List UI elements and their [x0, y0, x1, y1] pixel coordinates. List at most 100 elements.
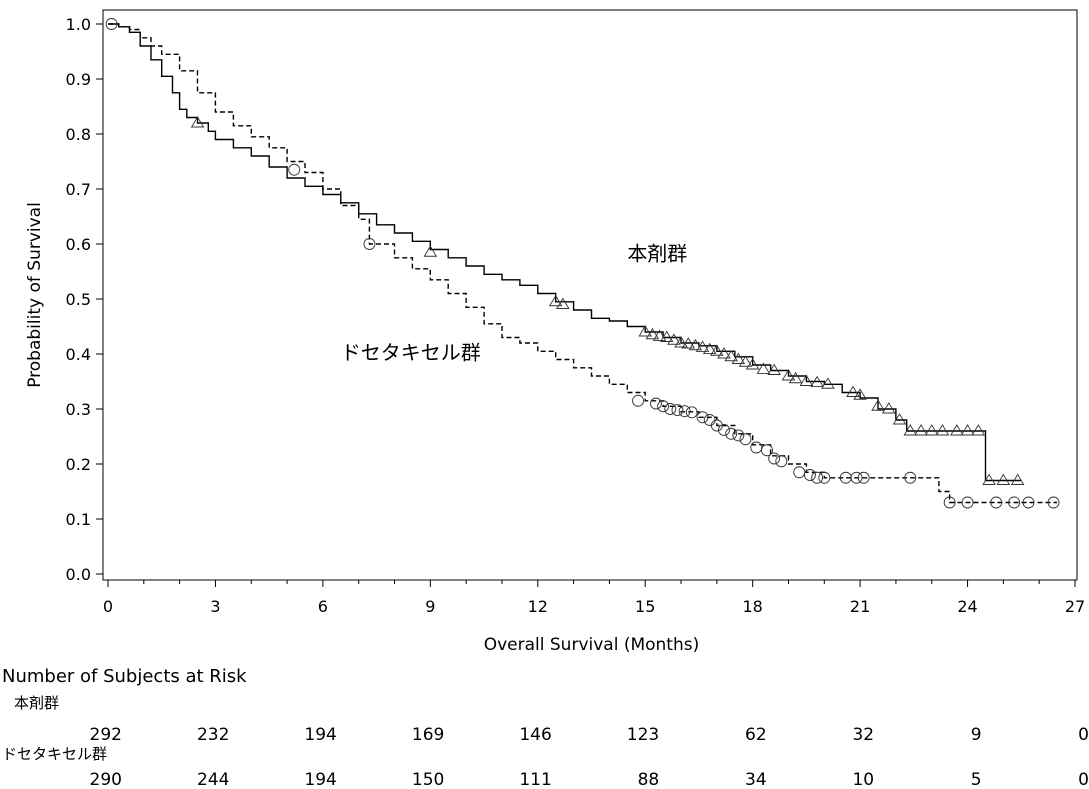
censor-triangle-marker — [996, 473, 1011, 485]
censor-triangle-marker — [881, 402, 896, 414]
censor-circle-marker — [1047, 496, 1060, 509]
x-tick-label: 6 — [318, 597, 328, 616]
censor-circle-marker — [632, 394, 645, 407]
x-tick-label: 24 — [957, 597, 977, 616]
censor-circle-marker — [678, 405, 691, 418]
censor-triangle-marker — [853, 388, 867, 400]
risk-value-cell: 169 — [412, 725, 444, 745]
risk-value-cell: 88 — [638, 770, 660, 789]
censor-circle-marker — [703, 414, 716, 426]
risk-value-cell: 62 — [745, 725, 767, 745]
censor-circle-marker — [990, 496, 1003, 509]
censor-triangle-marker — [846, 385, 860, 397]
censor-circle-marker — [775, 455, 788, 468]
censor-circle-marker — [685, 406, 698, 419]
risk-value-cell: 34 — [745, 770, 767, 789]
y-tick-label: 0.2 — [66, 455, 91, 474]
censor-circle-marker — [850, 471, 863, 484]
censor-circle-marker — [818, 471, 831, 484]
y-tick-label: 0.5 — [66, 290, 91, 309]
censor-circle-marker — [761, 444, 773, 457]
censor-circle-marker — [718, 423, 730, 436]
censor-triangle-marker — [688, 338, 703, 351]
censor-triangle-marker — [423, 245, 438, 257]
y-axis-title: Probability of Survival — [25, 202, 45, 388]
y-tick-label: 0.9 — [66, 70, 91, 89]
y-tick-label: 0.4 — [66, 345, 91, 364]
censor-triangle-marker — [659, 330, 674, 342]
censor-circle-marker — [725, 427, 738, 440]
y-tick-label: 0.7 — [66, 180, 91, 199]
risk-value-cell: 32 — [852, 725, 874, 745]
censor-circle-marker — [363, 238, 376, 250]
risk-value-cell: 232 — [197, 725, 229, 745]
axis-ticks — [96, 23, 1076, 587]
censor-triangle-marker — [971, 424, 986, 436]
censor-circle-marker — [750, 441, 763, 454]
risk-value-cell: 290 — [90, 770, 122, 789]
risk-value-cell: 146 — [519, 725, 551, 745]
survival-curve-treatment — [108, 23, 1022, 482]
censor-circle-marker — [664, 403, 677, 415]
censor-triangle-marker — [702, 342, 717, 355]
censor-triangle-marker — [788, 371, 803, 384]
censor-triangle-marker — [821, 377, 835, 389]
censor-triangle-marker — [731, 352, 746, 364]
risk-row-label-treatment: 本剤群 — [14, 694, 59, 712]
y-tick-label: 0.6 — [66, 235, 91, 254]
risk-value-cell: 5 — [971, 770, 982, 789]
plot-frame — [102, 9, 1078, 581]
censor-circle-marker — [1008, 496, 1021, 509]
risk-value-cell: 194 — [304, 770, 336, 789]
censor-triangle-marker — [924, 424, 939, 436]
risk-table-title: Number of Subjects at Risk — [2, 666, 247, 687]
censor-triangle-marker — [781, 369, 796, 381]
risk-value-cell: 194 — [304, 725, 336, 745]
y-tick-label: 0.0 — [66, 565, 91, 584]
x-tick-label: 15 — [635, 597, 655, 616]
risk-table-values: 292 232 194 169 146 123 62 32 9 0 290 244 194 150 111 8… — [90, 725, 1089, 789]
censor-triangle-marker — [645, 327, 660, 340]
censor-circle-marker — [105, 18, 118, 30]
censor-triangle-marker — [982, 473, 996, 485]
censor-triangle-marker — [695, 340, 710, 352]
censor-triangle-marker — [892, 413, 907, 425]
y-tick-label: 1.0 — [66, 15, 91, 34]
x-tick-label: 9 — [425, 597, 435, 616]
risk-value-cell: 150 — [412, 770, 444, 789]
censor-circle-marker — [961, 496, 974, 509]
censor-triangle-marker — [738, 355, 753, 367]
censor-triangle-marker — [190, 116, 205, 128]
risk-value-cell: 9 — [971, 725, 982, 745]
censor-circle-marker — [739, 433, 752, 446]
risk-value-cell: 292 — [90, 725, 122, 745]
censor-triangle-marker — [681, 337, 695, 349]
censor-circle-marker — [811, 471, 824, 484]
x-axis-title: Overall Survival (Months) — [484, 635, 700, 655]
x-tick-label: 12 — [528, 597, 548, 616]
y-tick-label: 0.8 — [66, 125, 91, 144]
x-tick-label: 27 — [1065, 597, 1085, 616]
censor-circle-marker — [943, 496, 956, 509]
censor-triangle-marker — [652, 329, 667, 341]
censor-circle-marker — [732, 429, 745, 442]
censor-circle-marker — [696, 411, 709, 424]
censor-circle-marker — [657, 400, 670, 413]
censor-triangle-marker — [717, 347, 731, 359]
censor-circle-marker — [768, 452, 781, 465]
x-tick-label: 3 — [210, 597, 220, 616]
censor-triangle-marker — [810, 375, 824, 388]
censor-triangle-marker — [935, 424, 950, 436]
censor-triangle-marker — [556, 297, 570, 309]
y-tick-label: 0.1 — [66, 510, 91, 529]
censor-circle-marker — [650, 397, 662, 410]
censor-triangle-marker — [914, 424, 928, 436]
survival-curve-docetaxel — [108, 23, 1058, 504]
series-label-treatment: 本剤群 — [627, 242, 687, 266]
censor-triangle-marker — [667, 333, 681, 345]
series-layer — [105, 18, 1060, 509]
censor-circle-marker — [904, 471, 917, 484]
censor-circle-marker — [857, 471, 870, 484]
censor-circle-marker — [1022, 496, 1035, 509]
censor-triangle-marker — [871, 399, 885, 411]
